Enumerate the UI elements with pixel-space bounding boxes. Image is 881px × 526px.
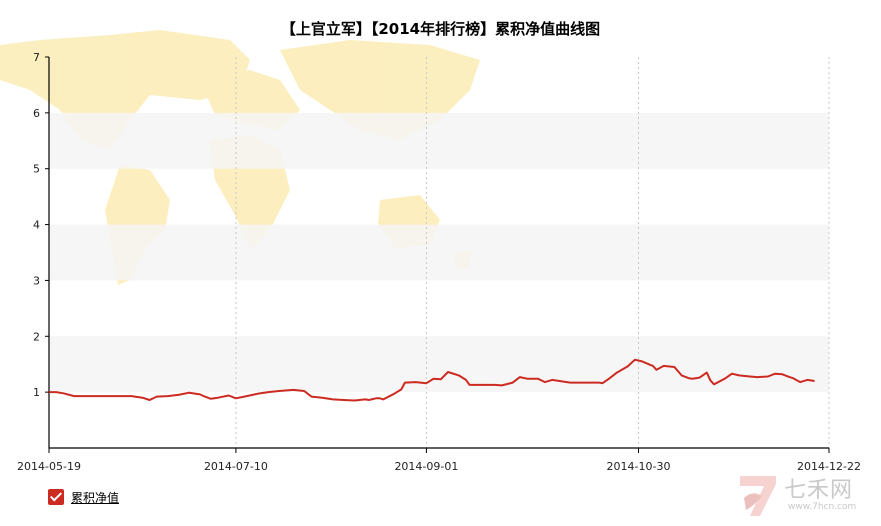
legend-checkbox-icon[interactable] [48, 489, 64, 505]
grid-band [49, 112, 829, 169]
series-line [49, 358, 815, 402]
x-tick-label: 2014-05-19 [17, 460, 81, 473]
x-tick-label: 2014-07-10 [204, 460, 268, 473]
y-tick-label: 6 [33, 107, 40, 120]
chart-title: 【上官立军】【2014年排行榜】累积净值曲线图 [280, 20, 601, 38]
y-tick-label: 3 [33, 274, 40, 287]
watermark-brand: 七禾网 [784, 478, 854, 503]
y-axis-tick-labels: 1 2 3 4 5 6 7 [33, 51, 49, 399]
x-axis-tick-labels: 2014-05-19 2014-07-10 2014-09-01 2014-10-30… [17, 460, 861, 473]
legend-item-nav[interactable]: 累积净值 [48, 488, 119, 506]
y-tick-label: 4 [33, 219, 40, 232]
y-tick-label: 2 [33, 330, 40, 343]
y-tick-label: 1 [33, 386, 40, 399]
y-tick-label: 7 [33, 51, 40, 64]
x-tick-label: 2014-12-22 [797, 460, 861, 473]
logo-7-icon [740, 476, 776, 516]
grid-band [49, 336, 829, 393]
series-layer [49, 358, 815, 402]
watermark-logo: 七禾网 www.7hcn.com [736, 470, 876, 520]
y-tick-label: 5 [33, 163, 40, 176]
grid-bands [49, 112, 829, 393]
x-tick-label: 2014-10-30 [607, 460, 671, 473]
legend-label[interactable]: 累积净值 [71, 490, 120, 505]
x-tick-label: 2014-09-01 [394, 460, 458, 473]
axes [48, 57, 829, 449]
grid-band [49, 224, 829, 281]
watermark-url: www.7hcn.com [788, 502, 857, 512]
